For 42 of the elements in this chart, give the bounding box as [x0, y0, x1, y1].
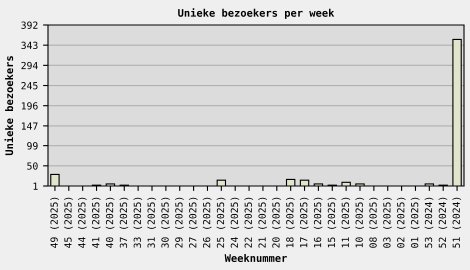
x-tick-label: 49 (2025) [50, 198, 59, 248]
x-tick-label: 53 (2024) [424, 198, 434, 248]
y-axis-title: Unieke bezoekers [4, 56, 14, 156]
x-tick-label: 29 (2025) [175, 198, 184, 248]
x-tick-label: 33 (2025) [133, 198, 142, 248]
x-tick-label: 27 (2025) [188, 198, 198, 248]
x-tick-label: 40 (2025) [106, 198, 114, 248]
x-tick-label: 03 (2025) [383, 198, 392, 248]
chart-title: Unieke bezoekers per week [178, 8, 334, 19]
x-tick-label: 18 (2025) [286, 198, 295, 248]
x-tick-label: 44 (2025) [78, 198, 87, 248]
x-tick-label: 45 (2025) [64, 198, 73, 248]
x-tick-label: 20 (2025) [272, 198, 281, 248]
y-tick-label: 392 [21, 22, 38, 29]
x-tick-label: 22 (2025) [244, 198, 254, 248]
y-tick-label: 294 [21, 62, 38, 70]
x-axis-title: Weeknummer [224, 254, 287, 262]
y-tick-label: 99 [27, 142, 38, 150]
x-tick-label: 30 (2025) [161, 198, 170, 248]
x-tick-label: 08 (2025) [369, 198, 378, 248]
x-tick-label: 16 (2025) [314, 198, 322, 248]
x-tick-label: 51 (2024) [452, 198, 462, 248]
x-tick-label: 02 (2025) [396, 198, 406, 248]
x-tick-label: 10 (2025) [355, 198, 364, 248]
x-tick-label: 17 (2025) [300, 198, 309, 248]
x-tick-label: 52 (2024) [438, 198, 448, 248]
x-tick-label: 15 (2025) [328, 198, 336, 248]
x-tick-label: 41 (2025) [92, 198, 101, 248]
y-tick-label: 245 [21, 82, 38, 90]
x-tick-label: 01 (2025) [410, 198, 420, 248]
x-tick-label: 25 (2025) [216, 198, 226, 248]
y-tick-label: 50 [27, 162, 38, 170]
y-tick-label: 343 [21, 42, 38, 50]
x-tick-label: 37 (2025) [120, 198, 128, 248]
y-tick-label: 1 [34, 182, 38, 190]
x-tick-label: 26 (2025) [202, 198, 212, 248]
y-tick-label: 196 [22, 102, 38, 110]
x-tick-label: 11 (2025) [341, 198, 350, 248]
x-tick-label: 21 (2025) [258, 198, 267, 248]
x-tick-label: 31 (2025) [147, 198, 156, 248]
y-tick-label: 147 [22, 122, 38, 130]
x-tick-label: 24 (2025) [230, 198, 240, 248]
